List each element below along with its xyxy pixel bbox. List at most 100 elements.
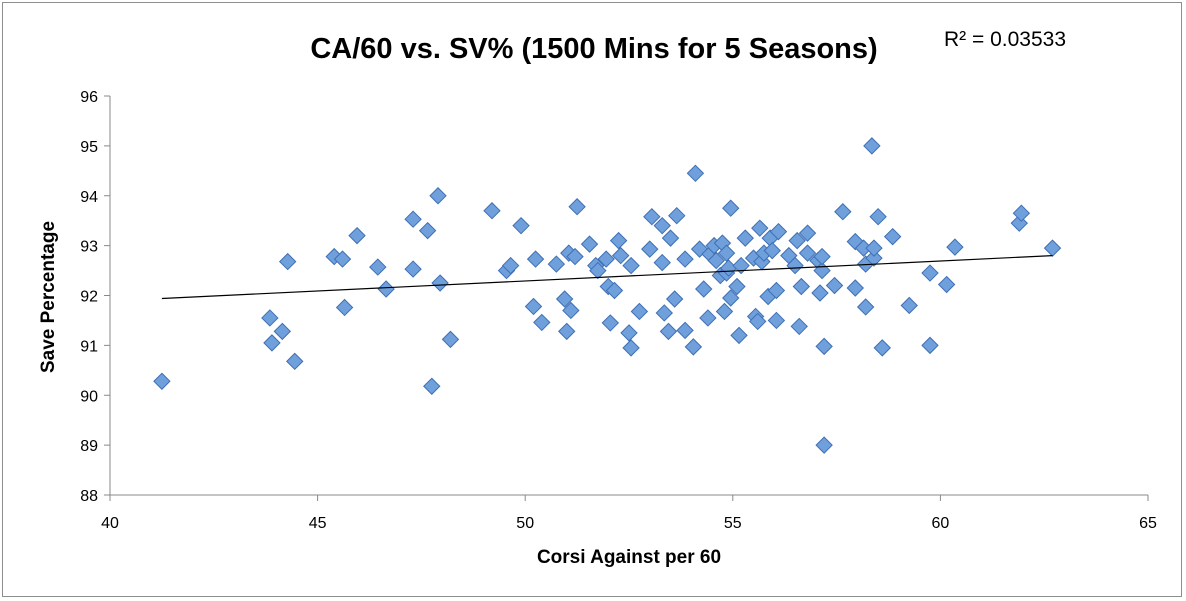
data-point (533, 313, 551, 332)
data-point (736, 229, 754, 247)
data-point (1043, 239, 1062, 257)
data-point (641, 240, 659, 258)
data-point (790, 317, 808, 336)
chart-title: CA/60 vs. SV% (1500 Mins for 5 Seasons) (310, 33, 877, 65)
data-point (348, 226, 366, 245)
data-point (558, 322, 576, 341)
data-point (815, 337, 833, 356)
data-point (684, 338, 703, 356)
data-point (622, 256, 640, 275)
data-point (834, 203, 852, 221)
y-tick-label: 92 (80, 289, 98, 306)
data-point (732, 256, 750, 275)
data-point (665, 290, 684, 308)
data-point (655, 304, 673, 322)
x-axis-label: Corsi Against per 60 (537, 547, 721, 568)
y-tick-label: 89 (80, 438, 98, 455)
data-point (273, 322, 292, 341)
data-point (707, 251, 725, 270)
data-point (792, 277, 811, 296)
data-point (865, 239, 883, 257)
data-point (676, 250, 694, 268)
y-tick-label: 91 (80, 338, 98, 355)
y-tick-label: 90 (80, 388, 98, 405)
data-point (846, 279, 864, 297)
data-point (369, 258, 387, 276)
data-point (263, 334, 281, 352)
data-point (501, 256, 520, 275)
data-point (722, 199, 740, 217)
data-point (786, 256, 804, 275)
data-point (825, 276, 844, 295)
data-point (863, 137, 881, 155)
data-point (555, 290, 574, 308)
x-tick-label: 45 (309, 515, 327, 532)
data-point (699, 309, 717, 327)
data-point (404, 260, 422, 278)
data-point (526, 250, 545, 268)
data-point (869, 207, 887, 226)
x-tick-label: 55 (724, 515, 742, 532)
data-point (601, 314, 620, 332)
data-point (418, 221, 437, 240)
data-point (695, 280, 713, 298)
data-point (580, 235, 599, 253)
data-point (423, 377, 441, 395)
data-point (798, 244, 817, 262)
data-point (873, 339, 891, 357)
data-point (798, 224, 817, 242)
y-tick-label: 93 (80, 239, 98, 256)
data-point (441, 330, 460, 349)
data-point (429, 187, 447, 205)
data-point (524, 297, 543, 316)
data-point (668, 206, 686, 225)
data-point (566, 247, 584, 266)
data-point (620, 324, 638, 342)
y-axis-label: Save Percentage (38, 221, 59, 373)
data-point (937, 275, 956, 294)
data-point (865, 249, 883, 267)
data-point (335, 298, 354, 317)
data-point (278, 252, 297, 271)
data-point (813, 247, 831, 266)
data-point (751, 219, 769, 237)
data-point (605, 281, 624, 300)
data-point (686, 164, 705, 183)
data-point (512, 216, 530, 235)
data-point (921, 336, 939, 355)
data-point (715, 302, 734, 321)
data-point (653, 216, 671, 235)
data-point (377, 280, 395, 298)
data-point (589, 261, 607, 280)
data-point (883, 227, 902, 246)
data-point (946, 238, 964, 256)
data-point (856, 298, 875, 316)
y-tick-label: 95 (80, 139, 98, 156)
data-point (722, 289, 740, 307)
x-tick-label: 65 (1139, 515, 1157, 532)
data-point (788, 231, 806, 250)
data-point (483, 202, 501, 220)
data-points (153, 137, 1062, 454)
data-point (717, 244, 736, 262)
data-point (622, 339, 640, 357)
data-point (431, 274, 449, 292)
data-point (562, 301, 580, 320)
data-point (611, 246, 630, 265)
data-point (547, 255, 566, 273)
data-point (767, 281, 786, 300)
data-point (333, 250, 352, 268)
x-tick-label: 60 (932, 515, 950, 532)
data-point (728, 277, 746, 296)
axes: 88 89 90 91 92 93 94 95 96 40 45 50 55 60 65 (80, 89, 1157, 532)
r-squared-annotation: R² = 0.03533 (944, 28, 1066, 51)
data-point (659, 322, 678, 341)
data-point (153, 372, 171, 390)
data-point (597, 250, 615, 268)
data-point (815, 436, 833, 454)
data-point (921, 264, 939, 282)
data-point (769, 222, 788, 241)
data-point (811, 284, 829, 302)
